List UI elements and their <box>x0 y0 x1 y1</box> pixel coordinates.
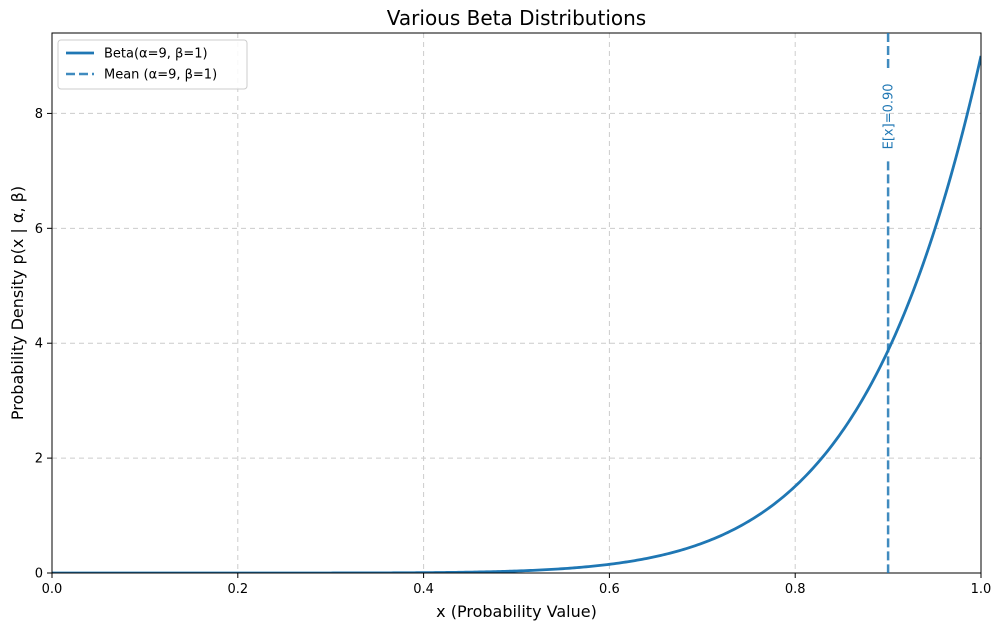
legend: Beta(α=9, β=1) Mean (α=9, β=1) <box>57 39 248 90</box>
series-layer <box>52 55 981 573</box>
y-tick-label-1: 2 <box>35 452 43 467</box>
reference-lines: E[x]=0.90 <box>882 33 897 573</box>
mean-annotation-0: E[x]=0.90 <box>882 83 897 149</box>
x-tick-label-2: 0.4 <box>413 582 434 597</box>
y-tick-label-0: 0 <box>35 567 43 582</box>
x-tick-label-5: 1.0 <box>971 582 992 597</box>
x-tick-label-1: 0.2 <box>227 582 248 597</box>
grid-layer <box>51 33 982 574</box>
legend-label-0: Beta(α=9, β=1) <box>104 47 208 62</box>
series-line-0 <box>52 55 981 573</box>
tick-layer: 0.0 0.2 0.4 0.6 0.8 1.0 0 2 4 6 8 <box>35 107 992 597</box>
x-tick-label-3: 0.6 <box>599 582 620 597</box>
y-axis-label: Probability Density p(x | α, β) <box>8 186 27 420</box>
y-tick-label-4: 8 <box>35 107 43 122</box>
x-tick-label-0: 0.0 <box>42 582 63 597</box>
y-tick-label-2: 4 <box>35 337 43 352</box>
legend-label-1: Mean (α=9, β=1) <box>104 68 217 83</box>
chart-title: Various Beta Distributions <box>387 6 646 30</box>
plot-frame <box>51 32 982 574</box>
x-axis-label: x (Probability Value) <box>436 602 597 621</box>
y-tick-label-3: 6 <box>35 222 43 237</box>
legend-box <box>57 39 248 90</box>
x-tick-label-4: 0.8 <box>785 582 806 597</box>
